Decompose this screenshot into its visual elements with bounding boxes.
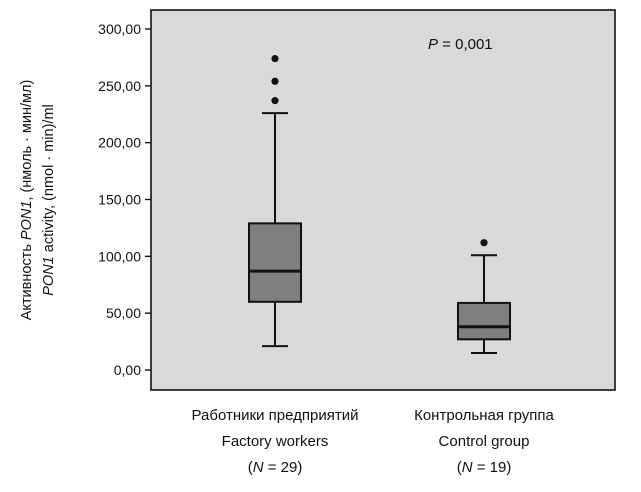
box-series <box>248 54 511 354</box>
y-tick-label: 150,00 <box>98 192 141 208</box>
outlier-point <box>271 54 279 63</box>
outlier-point <box>271 97 279 105</box>
iqr-box <box>248 222 302 303</box>
category-label-ru: Работники предприятий <box>192 407 359 424</box>
box-group <box>248 54 302 348</box>
y-axis: 0,00 50,00 100,00 150,00 200,00 250,00 300,00 <box>98 21 151 378</box>
category-label-factory-workers: Работники предприятий Factory workers (N… <box>192 407 359 476</box>
y-axis-label-ru: Активность PON1, (нмоль · мин/мл) <box>19 80 35 321</box>
y-axis-label-en: PON1 activity, (nmol · min)/ml <box>41 104 57 296</box>
plot-area <box>150 9 616 391</box>
y-tick-label: 0,00 <box>114 362 141 378</box>
category-n: (N = 29) <box>248 459 303 476</box>
p-value-annotation: P = 0,001 <box>428 36 493 53</box>
outlier-point <box>271 77 279 85</box>
category-label-en: Control group <box>439 433 530 450</box>
y-tick-label: 300,00 <box>98 21 141 37</box>
category-label-control-group: Контрольная группа Control group (N = 19… <box>414 407 554 476</box>
category-n: (N = 19) <box>457 459 512 476</box>
category-label-en: Factory workers <box>222 433 329 450</box>
y-tick-label: 250,00 <box>98 78 141 94</box>
y-axis-label: Активность PON1, (нмоль · мин/мл) PON1 a… <box>19 80 57 321</box>
y-tick-label: 50,00 <box>106 305 141 321</box>
iqr-box <box>457 301 511 341</box>
y-tick-label: 200,00 <box>98 135 141 151</box>
category-label-ru: Контрольная группа <box>414 407 554 424</box>
y-tick-label: 100,00 <box>98 248 141 264</box>
box-group <box>457 239 511 354</box>
outlier-point <box>480 239 488 247</box>
